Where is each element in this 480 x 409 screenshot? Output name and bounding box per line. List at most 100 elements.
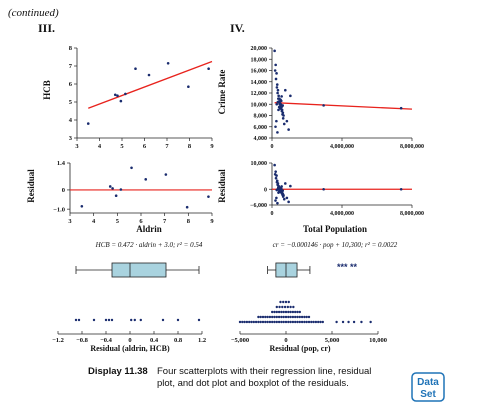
dot-plot-point [317,320,320,324]
panel-title-iv: IV. [230,21,245,35]
residual-iv-axes: 0 4,000,000 8,000,000 10,000 0 −6,000 [250,161,424,217]
y-tick-label: −1.0 [53,206,65,213]
dot-plot-point [273,310,276,314]
data-point [275,86,279,89]
data-point [187,85,190,88]
data-point [284,88,287,92]
dot-plot-point [319,320,322,324]
dot-plot-point [298,315,301,319]
dot-plot-point [264,320,267,324]
dot-plot-point [74,318,78,322]
dot-plot-point [369,320,372,324]
data-point [276,100,280,104]
dot-plot-point [303,315,306,319]
data-point [279,99,283,103]
dot-plot-point [305,315,308,319]
data-point [278,106,282,110]
data-point [276,183,279,187]
dot-plot-point [259,315,262,319]
dot-plot-point [252,320,255,324]
dot-plot-point [197,318,201,322]
dot-plot-point [282,315,285,319]
data-point [274,125,277,129]
data-set-badge[interactable]: Data Set [411,372,445,402]
continued-label: (continued) [8,7,59,19]
x-tick-label: −5,000 [231,337,249,344]
x-tick-label: −0.8 [76,337,89,344]
dot-plot-point [312,320,315,324]
dot-plot-point [280,315,283,319]
y-tick-label: 10,000 [251,161,268,167]
residual-iii-marks [70,166,212,209]
data-point [111,187,114,190]
x-tick-label: 0 [271,211,274,217]
dot-plot-point [107,318,111,322]
x-tick-label: 6 [139,218,143,225]
dot-plot-point [307,315,311,319]
data-point [134,67,137,70]
data-point [287,200,290,204]
box [111,262,167,278]
y-tick-label: 3 [69,135,73,142]
y-tick-label: 4,000 [254,136,268,142]
dot-plot-point [264,315,267,319]
data-point [281,195,285,198]
panel-title-iii: III. [38,21,55,35]
residual-iii-equation: HCB = 0.472 · aldrin + 3.0; r² = 0.54 [95,241,203,249]
data-point [274,199,277,202]
caption-line-2: plot, and dot plot and boxplot of the re… [157,378,349,389]
dot-plot-point [360,320,363,324]
dot-plot-point [250,320,253,324]
data-point [281,104,284,108]
y-tick-label: 7 [69,63,73,70]
data-point [399,187,403,191]
data-point [285,196,289,200]
x-tick-label: 7 [165,143,169,150]
residual-iii-axes: 3 4 5 6 7 8 9 1.4 0 −1.0 [53,160,214,225]
data-point [277,97,280,100]
dot-plot-point [292,305,295,309]
x-tick-label: 0 [271,144,274,150]
scatter-iv-ylabel: Crime Rate [217,70,227,115]
data-point [275,102,279,106]
x-tick-label: 4,000,000 [330,144,354,150]
dot-plot-point [273,320,276,324]
dot-plot-point [321,320,324,324]
dot-plot-point [275,310,278,314]
dot-plot-point [298,310,301,314]
dot-plot-point [110,318,114,322]
dot-plot-point [245,320,249,324]
data-point [280,95,283,98]
x-tick-label: 8,000,000 [400,144,424,150]
data-point [280,109,284,113]
distribution-iii-xlabel: Residual (aldrin, HCB) [90,344,170,353]
scatter-iii-ylabel: HCB [42,80,52,100]
dot-plot-point [254,320,258,324]
regression-line [88,60,213,109]
distribution-iv-panel: −5,000 0 5,000 10,000 *** ** Residual (pop,… [231,262,387,353]
dot-plot-point [282,320,285,324]
dot-plot-point [77,318,81,322]
data-point [207,195,210,198]
scatter-iii-axes: 3 4 5 6 7 8 9 3 4 5 6 7 8 [69,45,215,150]
data-point [114,194,118,197]
data-point [166,62,170,65]
dot-plot-point [261,315,265,319]
distribution-iv-xlabel: Residual (pop, cr) [269,344,330,353]
data-point [116,94,119,97]
dot-plot-point [261,320,265,324]
y-tick-label: 10,000 [251,102,268,108]
dot-plot-point [352,320,356,324]
data-set-badge-bg [411,372,445,402]
x-tick-label: 0 [128,337,131,344]
data-point [274,170,277,173]
dot-plot-point [347,320,350,324]
x-tick-label: 7 [163,218,167,225]
dot-plot-point [284,315,288,319]
x-tick-label: 3 [68,218,72,225]
residual-iii-ylabel: Residual [26,169,36,203]
y-tick-label: 20,000 [251,46,268,52]
scatter-iv-panel: Crime Rate 0 4,000,000 8,000,000 4,000 6,000… [217,46,424,150]
scatter-iv-marks [273,49,413,134]
